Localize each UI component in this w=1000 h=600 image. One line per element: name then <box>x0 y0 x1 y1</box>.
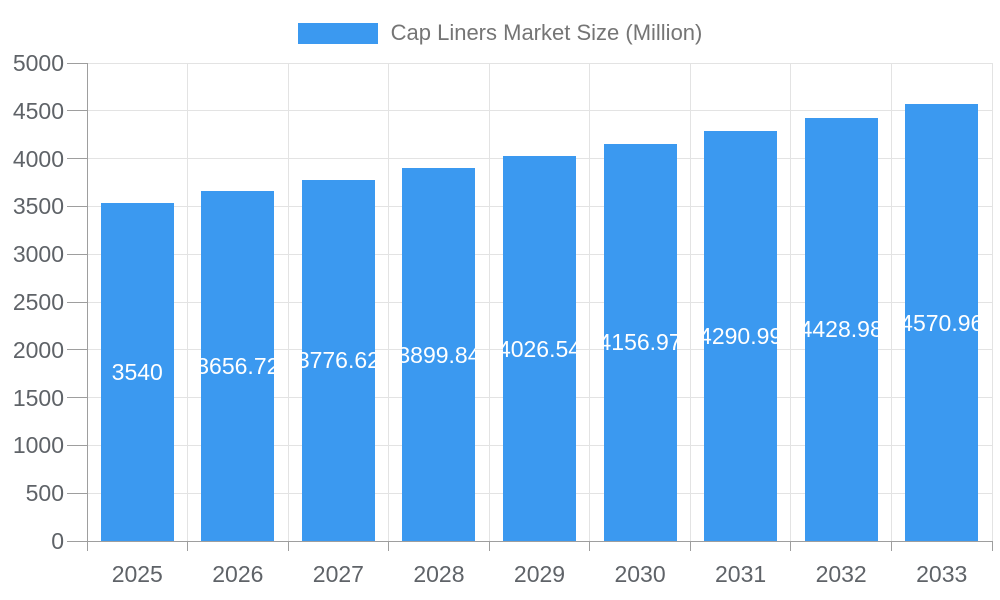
y-tick-mark <box>67 444 87 446</box>
y-tick-mark <box>67 492 87 494</box>
x-gridline <box>488 63 490 541</box>
bar-value-label: 3899.84 <box>402 341 476 368</box>
x-tick-mark <box>488 541 490 551</box>
x-tick-mark <box>287 541 289 551</box>
x-gridline <box>388 63 390 541</box>
bar[interactable]: 4570.96 <box>905 104 979 541</box>
x-tick-mark <box>790 541 792 551</box>
bar-value-label: 3540 <box>111 358 163 385</box>
y-tick-mark <box>67 110 87 112</box>
y-axis-tick-label: 0 <box>51 528 64 554</box>
y-axis-tick-label: 2500 <box>12 289 64 315</box>
x-tick-mark <box>388 541 390 551</box>
chart-legend[interactable]: Cap Liners Market Size (Million) <box>0 13 1000 53</box>
y-tick-mark <box>67 397 87 399</box>
y-axis-tick-label: 5000 <box>12 50 64 76</box>
bar[interactable]: 3776.62 <box>301 179 375 541</box>
y-axis-tick-label: 3000 <box>12 241 64 268</box>
y-axis-tick-label: 1500 <box>12 384 64 411</box>
y-tick-mark <box>67 205 87 207</box>
y-axis-tick-label: 500 <box>25 480 64 507</box>
y-gridline <box>87 110 992 112</box>
x-axis-tick-label: 2032 <box>815 561 867 587</box>
x-gridline <box>589 63 591 541</box>
x-gridline <box>991 63 993 541</box>
y-axis-tick-label: 4500 <box>12 97 64 124</box>
y-tick-mark <box>67 253 87 255</box>
bar-value-label: 4156.97 <box>603 329 677 356</box>
bar[interactable]: 3656.72 <box>201 191 275 541</box>
bar[interactable]: 3899.84 <box>402 168 476 541</box>
x-axis-tick-label: 2033 <box>916 561 968 587</box>
x-tick-mark <box>689 541 691 551</box>
x-axis-tick-label: 2028 <box>413 561 465 587</box>
y-axis-tick-label: 2000 <box>12 336 64 363</box>
bar[interactable]: 4156.97 <box>603 143 677 541</box>
x-tick-mark <box>890 541 892 551</box>
y-tick-mark <box>67 540 87 542</box>
bar-value-label: 4570.96 <box>905 309 979 336</box>
y-axis-line <box>86 63 88 541</box>
x-axis-tick-label: 2026 <box>212 561 264 587</box>
x-axis-tick-label: 2025 <box>111 561 163 587</box>
x-gridline <box>287 63 289 541</box>
y-tick-mark <box>67 158 87 160</box>
legend-label: Cap Liners Market Size (Million) <box>390 20 703 45</box>
y-tick-mark <box>67 349 87 351</box>
bar-value-label: 4026.54 <box>503 335 576 362</box>
x-axis-tick-label: 2030 <box>614 561 666 587</box>
x-axis-tick-label: 2027 <box>312 561 364 587</box>
bar-value-label: 3776.62 <box>301 347 375 374</box>
x-tick-mark <box>187 541 189 551</box>
x-axis-tick-label: 2031 <box>715 561 767 587</box>
x-tick-mark <box>589 541 591 551</box>
x-gridline <box>890 63 892 541</box>
y-gridline <box>87 62 992 64</box>
bar[interactable]: 3540 <box>100 202 174 541</box>
bar-value-label: 3656.72 <box>201 353 275 380</box>
x-axis-line <box>87 540 992 542</box>
y-tick-mark <box>67 301 87 303</box>
x-gridline <box>689 63 691 541</box>
x-gridline <box>790 63 792 541</box>
x-gridline <box>187 63 189 541</box>
bar[interactable]: 4290.99 <box>704 130 778 541</box>
y-axis-tick-label: 3500 <box>12 193 64 220</box>
bar-value-label: 4428.98 <box>804 316 878 343</box>
y-tick-mark <box>67 62 87 64</box>
x-tick-mark <box>991 541 993 551</box>
legend-swatch <box>297 22 378 44</box>
bar[interactable]: 4428.98 <box>804 117 878 541</box>
x-axis-tick-label: 2029 <box>513 561 566 587</box>
y-axis-tick-label: 1000 <box>12 432 64 459</box>
x-tick-mark <box>86 541 88 551</box>
bar-value-label: 4290.99 <box>704 322 778 349</box>
bar[interactable]: 4026.54 <box>503 156 576 541</box>
y-axis-tick-label: 4000 <box>12 145 64 172</box>
